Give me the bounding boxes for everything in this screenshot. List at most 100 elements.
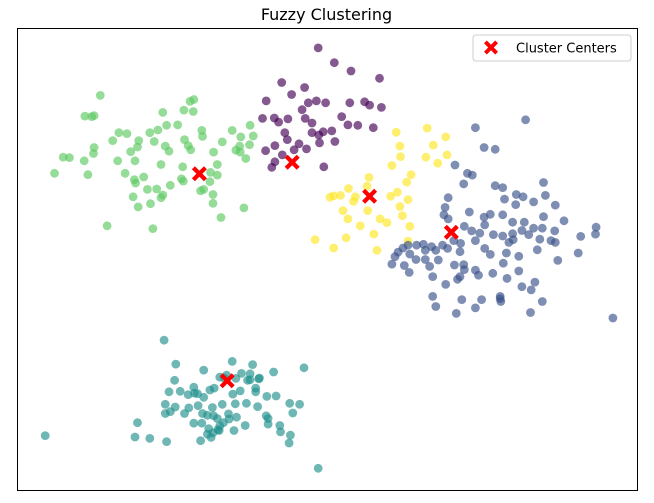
scatter-point-cluster-3-92 bbox=[514, 266, 524, 276]
scatter-point-cluster-1-73 bbox=[208, 190, 218, 199]
scatter-point-cluster-0-28 bbox=[368, 123, 378, 133]
scatter-point-cluster-4-28 bbox=[251, 387, 261, 397]
scatter-point-cluster-1-14 bbox=[227, 125, 237, 135]
scatter-point-cluster-4-44 bbox=[180, 409, 189, 418]
scatter-point-cluster-4-74 bbox=[286, 430, 295, 440]
scatter-point-cluster-3-59 bbox=[443, 244, 452, 253]
scatter-point-cluster-2-33 bbox=[310, 235, 320, 245]
cluster-center-marker-4 bbox=[219, 373, 235, 389]
scatter-point-cluster-1-26 bbox=[198, 132, 207, 141]
scatter-point-cluster-2-16 bbox=[344, 184, 353, 193]
scatter-point-cluster-3-82 bbox=[387, 259, 397, 269]
scatter-point-cluster-3-3 bbox=[490, 144, 500, 154]
scatter-point-cluster-1-37 bbox=[113, 156, 123, 166]
scatter-point-cluster-0-21 bbox=[269, 113, 279, 123]
scatter-point-cluster-0-37 bbox=[267, 162, 277, 172]
scatter-point-cluster-1-45 bbox=[178, 162, 188, 172]
scatter-point-cluster-4-11 bbox=[299, 363, 309, 373]
scatter-point-cluster-3-22 bbox=[541, 191, 550, 200]
scatter-point-cluster-0-31 bbox=[280, 128, 290, 138]
scatter-point-cluster-4-53 bbox=[203, 410, 212, 420]
scatter-point-cluster-4-26 bbox=[243, 375, 253, 385]
scatter-point-cluster-4-16 bbox=[228, 389, 238, 399]
scatter-point-cluster-3-60 bbox=[455, 247, 465, 257]
scatter-point-cluster-3-85 bbox=[441, 280, 451, 289]
scatter-point-cluster-3-36 bbox=[517, 226, 527, 235]
scatter-point-cluster-2-27 bbox=[398, 211, 407, 221]
scatter-point-cluster-3-107 bbox=[537, 297, 547, 306]
scatter-point-cluster-3-63 bbox=[502, 248, 511, 258]
scatter-point-cluster-3-17 bbox=[443, 214, 453, 224]
scatter-point-cluster-3-106 bbox=[608, 313, 618, 323]
scatter-point-cluster-2-37 bbox=[403, 195, 413, 205]
scatter-point-cluster-3-14 bbox=[443, 193, 453, 203]
scatter-point-cluster-3-62 bbox=[485, 250, 495, 259]
scatter-point-cluster-1-67 bbox=[239, 203, 249, 213]
scatter-point-cluster-1-36 bbox=[126, 147, 136, 157]
scatter-point-cluster-0-23 bbox=[307, 128, 317, 138]
scatter-point-cluster-2-10 bbox=[406, 170, 416, 180]
scatter-point-cluster-1-28 bbox=[217, 137, 227, 147]
scatter-point-cluster-1-32 bbox=[186, 145, 196, 155]
scatter-point-cluster-0-42 bbox=[282, 135, 292, 145]
scatter-point-cluster-4-33 bbox=[242, 398, 251, 408]
scatter-point-cluster-4-70 bbox=[212, 414, 222, 423]
scatter-point-cluster-3-76 bbox=[433, 255, 443, 265]
scatter-point-cluster-3-88 bbox=[474, 270, 483, 280]
scatter-point-cluster-1-70 bbox=[148, 224, 158, 234]
scatter-point-cluster-3-84 bbox=[428, 272, 438, 281]
scatter-point-cluster-4-65 bbox=[145, 434, 155, 443]
scatter-point-cluster-2-25 bbox=[375, 214, 385, 224]
scatter-point-cluster-3-30 bbox=[459, 221, 469, 231]
scatter-point-cluster-2-21 bbox=[351, 192, 360, 202]
scatter-points-layer bbox=[40, 43, 618, 473]
scatter-point-cluster-4-10 bbox=[269, 367, 278, 377]
scatter-point-cluster-4-3 bbox=[171, 359, 181, 369]
scatter-point-cluster-2-24 bbox=[343, 214, 353, 224]
scatter-point-cluster-3-71 bbox=[573, 248, 583, 258]
scatter-point-cluster-1-0 bbox=[95, 91, 105, 100]
scatter-point-cluster-4-60 bbox=[261, 411, 271, 421]
scatter-point-cluster-3-61 bbox=[480, 244, 490, 253]
scatter-point-cluster-0-39 bbox=[315, 138, 324, 148]
scatter-point-cluster-2-1 bbox=[395, 141, 405, 151]
scatter-point-cluster-2-11 bbox=[402, 177, 412, 187]
scatter-point-cluster-0-41 bbox=[319, 162, 329, 172]
scatter-point-cluster-1-43 bbox=[130, 156, 140, 166]
scatter-point-cluster-2-12 bbox=[393, 187, 402, 197]
scatter-point-cluster-3-91 bbox=[502, 274, 512, 283]
scatter-point-cluster-3-39 bbox=[537, 223, 547, 233]
scatter-point-cluster-4-5 bbox=[237, 369, 246, 378]
scatter-point-cluster-0-22 bbox=[283, 114, 293, 124]
legend-label: Cluster Centers bbox=[516, 42, 617, 57]
scatter-point-cluster-3-29 bbox=[480, 220, 490, 230]
scatter-point-cluster-3-98 bbox=[457, 295, 467, 304]
scatter-point-cluster-4-27 bbox=[254, 374, 264, 384]
scatter-point-cluster-1-62 bbox=[143, 185, 152, 194]
scatter-point-cluster-1-22 bbox=[145, 128, 155, 138]
scatter-point-cluster-4-55 bbox=[229, 426, 239, 435]
scatter-point-cluster-3-4 bbox=[450, 160, 460, 170]
scatter-point-cluster-3-64 bbox=[514, 251, 524, 261]
scatter-point-cluster-4-75 bbox=[189, 418, 199, 428]
scatter-point-cluster-4-41 bbox=[160, 399, 170, 409]
scatter-point-cluster-3-31 bbox=[467, 226, 477, 236]
scatter-point-cluster-3-6 bbox=[467, 170, 477, 180]
legend-x-marker-icon bbox=[484, 40, 498, 55]
scatter-point-cluster-3-83 bbox=[404, 268, 414, 277]
scatter-point-cluster-3-8 bbox=[490, 181, 500, 191]
scatter-point-cluster-3-9 bbox=[498, 183, 508, 193]
scatter-point-cluster-2-4 bbox=[428, 140, 438, 150]
scatter-point-cluster-1-40 bbox=[79, 156, 89, 166]
scatter-point-cluster-0-10 bbox=[345, 98, 355, 108]
scatter-point-cluster-0-7 bbox=[287, 90, 296, 99]
scatter-point-cluster-4-69 bbox=[213, 425, 223, 434]
scatter-point-cluster-3-79 bbox=[411, 255, 421, 264]
scatter-point-cluster-2-0 bbox=[391, 127, 401, 137]
scatter-point-cluster-4-37 bbox=[199, 392, 209, 402]
scatter-point-cluster-0-3 bbox=[300, 83, 309, 92]
scatter-point-cluster-3-45 bbox=[504, 238, 514, 247]
scatter-point-cluster-0-6 bbox=[303, 98, 313, 108]
scatter-point-cluster-1-48 bbox=[212, 170, 222, 180]
